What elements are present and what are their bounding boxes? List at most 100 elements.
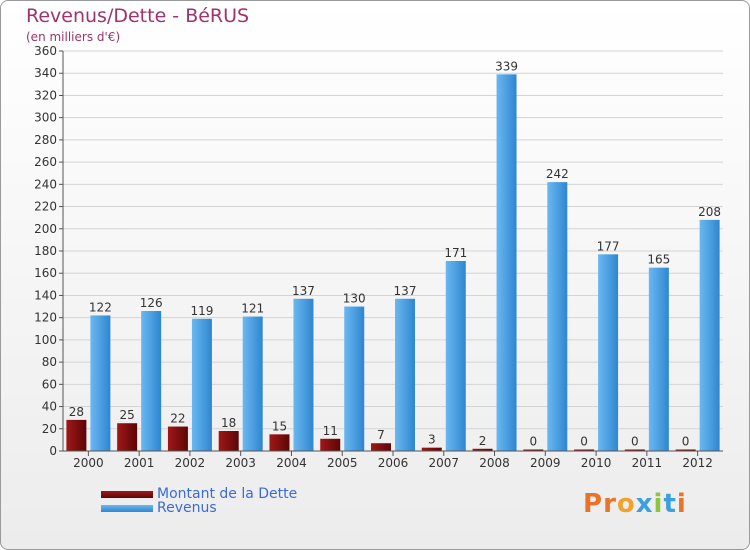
bar-dette [574, 449, 595, 451]
bar-dette [117, 423, 138, 451]
x-tick-label: 2011 [632, 456, 663, 470]
legend-item-revenus: Revenus [101, 500, 297, 516]
bar-revenus [293, 298, 314, 451]
logo-letter: x [635, 489, 654, 519]
data-label-revenus: 177 [597, 239, 620, 253]
bar-revenus [141, 311, 162, 451]
logo-letter: i [676, 489, 687, 519]
x-tick-label: 2010 [581, 456, 612, 470]
logo-letter: t [663, 489, 677, 519]
bar-dette [472, 448, 493, 451]
y-tick-label: 200 [34, 222, 57, 236]
x-tick-label: 2000 [73, 456, 104, 470]
legend: Montant de la Dette Revenus [101, 486, 298, 516]
bar-dette [218, 431, 239, 451]
bar-revenus [496, 74, 517, 451]
y-tick-label: 0 [49, 444, 57, 458]
chart-title: Revenus/Dette - BéRUS [26, 5, 250, 27]
y-tick-label: 260 [34, 155, 57, 169]
data-label-dette: 11 [323, 424, 338, 438]
x-tick-label: 2003 [225, 456, 256, 470]
bar-dette [371, 443, 391, 451]
data-label-dette: 0 [580, 435, 588, 449]
y-tick-label: 20 [42, 422, 57, 436]
bar-revenus [648, 267, 669, 451]
x-tick-label: 2006 [378, 456, 409, 470]
y-tick-label: 340 [34, 66, 57, 80]
x-tick-label: 2012 [682, 456, 713, 470]
data-label-dette: 22 [170, 412, 185, 426]
bar-revenus [445, 261, 466, 451]
data-label-revenus: 121 [241, 302, 264, 316]
data-label-revenus: 208 [698, 205, 721, 219]
logo-letter: i [653, 489, 664, 519]
logo-letter: P [583, 489, 604, 519]
data-label-dette: 15 [272, 419, 287, 433]
chart-subtitle: (en milliers d'€) [26, 30, 121, 44]
bar-dette [269, 434, 290, 451]
data-label-dette: 0 [682, 435, 690, 449]
bar-dette [66, 419, 87, 451]
y-tick-label: 100 [34, 333, 57, 347]
x-tick-label: 2007 [428, 456, 459, 470]
data-label-revenus: 171 [444, 246, 467, 260]
bar-dette [523, 449, 544, 451]
bar-revenus [242, 316, 263, 451]
data-label-dette: 7 [377, 428, 385, 442]
data-label-revenus: 126 [140, 296, 163, 310]
y-tick-label: 220 [34, 200, 57, 214]
data-label-revenus: 137 [292, 284, 315, 298]
y-tick-label: 120 [34, 311, 57, 325]
data-label-dette: 0 [529, 435, 537, 449]
y-tick-label: 180 [34, 244, 57, 258]
x-tick-label: 2008 [479, 456, 510, 470]
bar-revenus [598, 254, 619, 451]
bar-dette [675, 449, 696, 451]
data-label-revenus: 122 [89, 300, 112, 314]
x-tick-label: 2009 [530, 456, 561, 470]
bar-revenus [395, 298, 415, 451]
data-label-dette: 28 [69, 405, 84, 419]
y-tick-label: 300 [34, 111, 57, 125]
legend-swatch-revenus [101, 504, 153, 512]
data-label-dette: 18 [221, 416, 236, 430]
bar-dette [320, 438, 341, 451]
data-label-revenus: 119 [190, 304, 213, 318]
data-label-revenus: 339 [495, 59, 518, 73]
legend-item-dette: Montant de la Dette [101, 486, 298, 502]
bar-dette [421, 447, 442, 451]
data-label-dette: 25 [120, 408, 135, 422]
x-tick-label: 2004 [276, 456, 307, 470]
data-label-revenus: 130 [343, 292, 366, 306]
x-tick-label: 2005 [327, 456, 358, 470]
y-tick-label: 60 [42, 377, 57, 391]
y-tick-label: 140 [34, 288, 57, 302]
y-tick-label: 320 [34, 88, 57, 102]
bar-dette [167, 426, 188, 451]
logo-letter: r [603, 489, 617, 519]
legend-label-revenus: Revenus [157, 500, 217, 516]
legend-swatch-dette [101, 490, 153, 498]
data-label-dette: 3 [428, 433, 436, 447]
logo-letter: o [616, 489, 636, 519]
bar-revenus [699, 219, 720, 451]
y-tick-label: 160 [34, 266, 57, 280]
y-tick-label: 280 [34, 133, 57, 147]
data-label-dette: 0 [631, 435, 639, 449]
y-tick-label: 40 [42, 400, 57, 414]
bar-revenus [191, 318, 212, 451]
bar-dette [624, 449, 645, 451]
bar-revenus [344, 306, 365, 451]
proxiti-logo: Proxiti [583, 489, 687, 519]
y-tick-label: 240 [34, 177, 57, 191]
y-tick-label: 360 [34, 44, 57, 58]
x-tick-label: 2002 [175, 456, 206, 470]
data-label-revenus: 165 [647, 253, 670, 267]
data-label-revenus: 242 [546, 167, 569, 181]
legend-label-dette: Montant de la Dette [157, 486, 298, 502]
data-label-dette: 2 [479, 434, 487, 448]
bar-revenus [547, 182, 568, 451]
x-tick-label: 2001 [124, 456, 155, 470]
bar-revenus [90, 315, 111, 451]
